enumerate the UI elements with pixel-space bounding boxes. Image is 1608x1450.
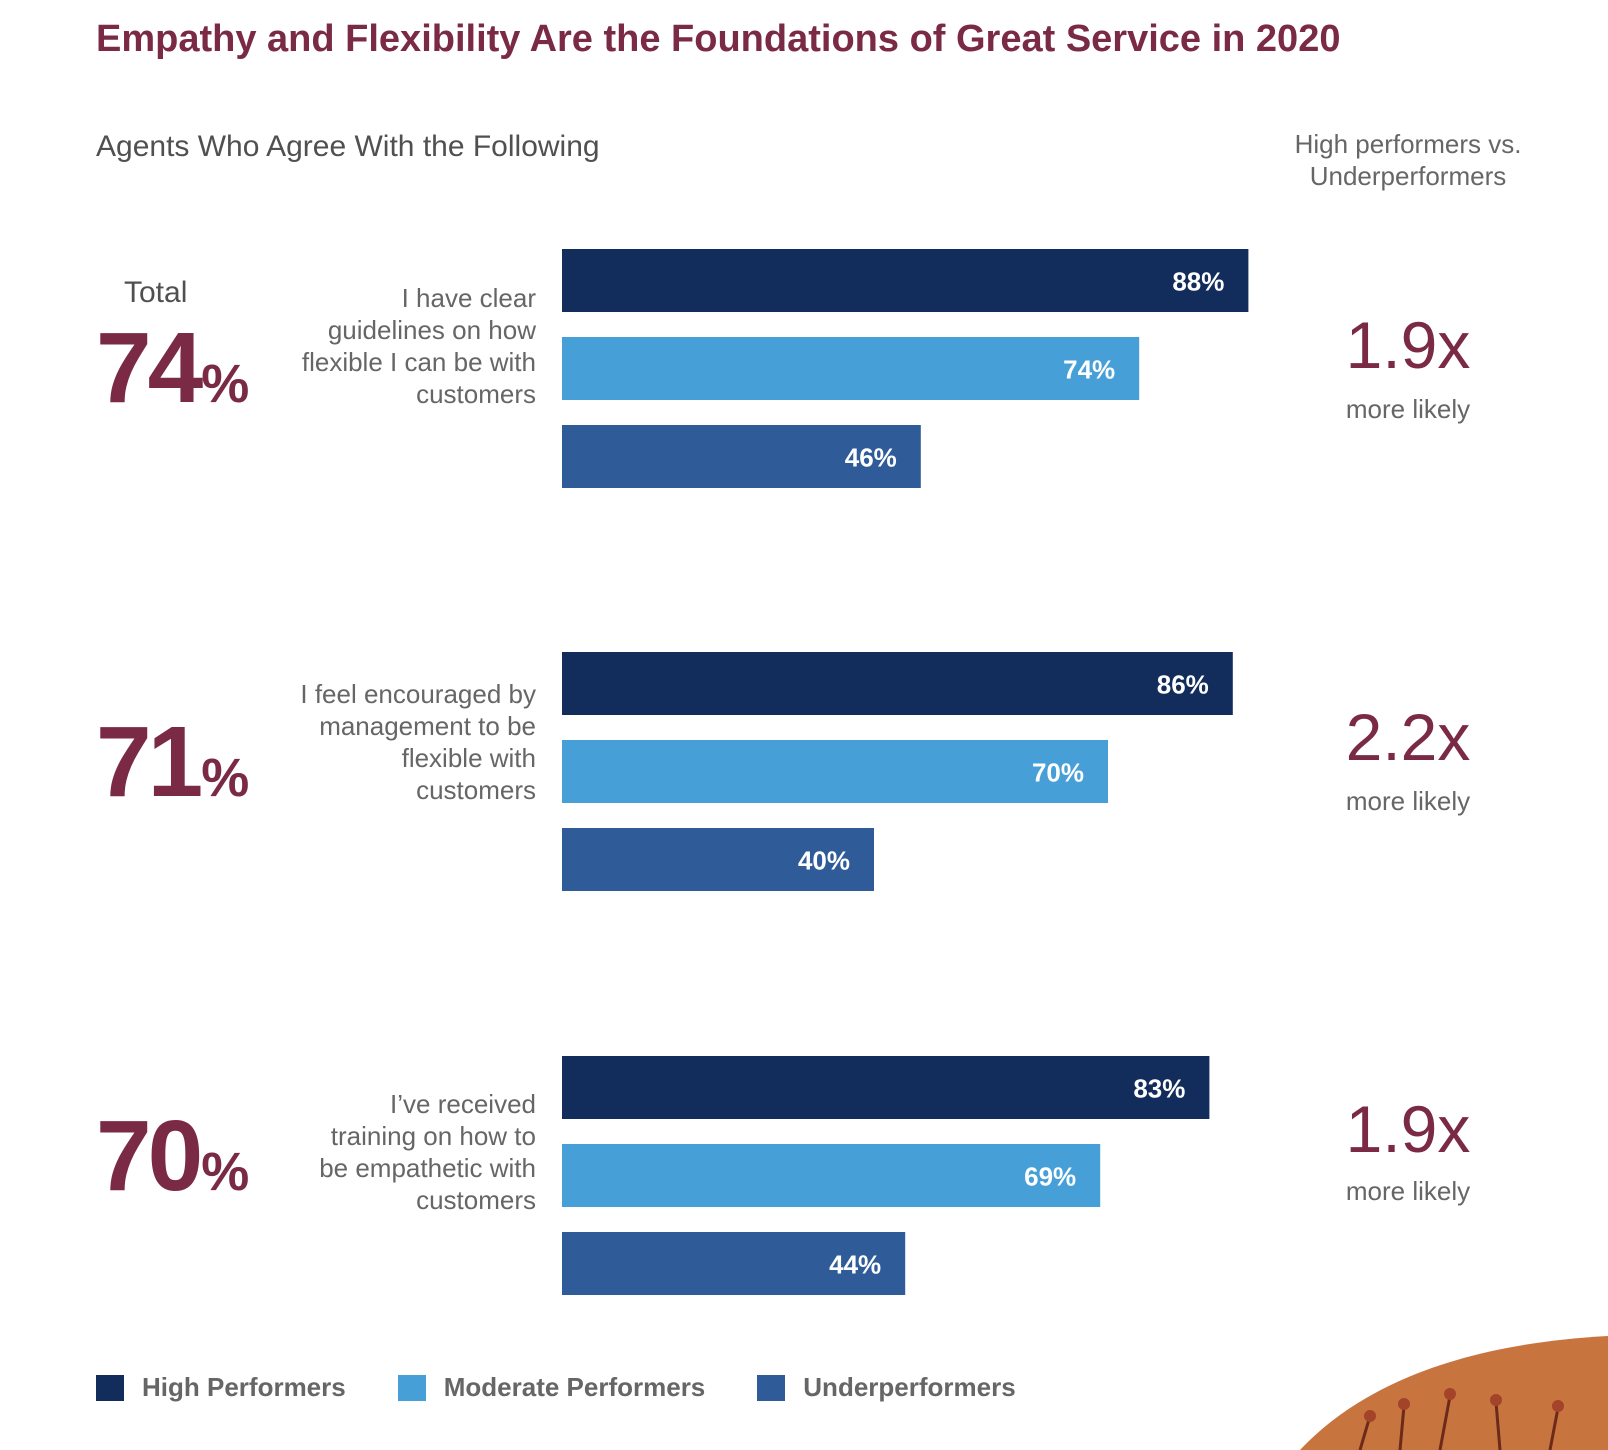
total-percent-2: 71%	[96, 712, 356, 812]
bar-moderate-2	[562, 740, 1108, 803]
total-percent-value: 70	[96, 1100, 203, 1212]
legend-label-high: High Performers	[142, 1372, 346, 1402]
ratio-value-2: 2.2x	[1345, 700, 1471, 774]
legend-swatch-moderate	[397, 1374, 426, 1401]
bar-label-moderate-1: 74%	[1063, 355, 1115, 385]
total-percent-value: 71	[96, 706, 203, 818]
legend-label-moderate: Moderate Performers	[443, 1372, 706, 1402]
bar-moderate-1	[562, 337, 1140, 400]
bar-label-high-1: 88%	[1172, 267, 1224, 297]
ratio-value-1: 1.9x	[1345, 308, 1471, 382]
legend-item-moderate: Moderate Performers	[397, 1372, 706, 1403]
total-percent-sign: %	[201, 748, 250, 808]
bar-label-high-3: 83%	[1133, 1074, 1185, 1104]
chart-title: Empathy and Flexibility Are the Foundati…	[96, 18, 1341, 60]
total-percent-value: 74	[96, 312, 203, 424]
ratio-caption-3: more likely	[1345, 1176, 1471, 1206]
bar-moderate-3	[562, 1144, 1101, 1207]
bar-under-3	[562, 1232, 906, 1295]
bar-label-moderate-2: 70%	[1032, 758, 1084, 788]
ratio-caption-2: more likely	[1345, 786, 1471, 816]
bar-label-high-2: 86%	[1157, 670, 1209, 700]
statement-3: I’ve received training on how to be empa…	[319, 1089, 536, 1215]
bar-label-moderate-3: 69%	[1024, 1162, 1076, 1192]
chart-subtitle: Agents Who Agree With the Following	[96, 130, 600, 163]
bar-high-2	[562, 652, 1233, 715]
bar-under-2	[562, 828, 874, 891]
legend-item-under: Underperformers	[757, 1372, 1016, 1403]
total-percent-1: 74%	[96, 318, 356, 418]
statement-2: I feel encouraged by management to be fl…	[300, 679, 536, 805]
comparison-heading: High performers vs. Underperformers	[1294, 129, 1522, 191]
legend-label-under: Underperformers	[803, 1372, 1016, 1402]
total-percent-3: 70%	[96, 1106, 356, 1206]
bar-label-under-1: 46%	[845, 443, 897, 473]
bar-high-3	[562, 1056, 1210, 1119]
legend-item-high: High Performers	[96, 1372, 346, 1403]
bar-label-under-3: 44%	[829, 1250, 881, 1280]
total-percent-sign: %	[201, 354, 250, 414]
legend: High Performers Moderate Performers Unde…	[96, 1372, 1068, 1403]
statement-1: I have clear guidelines on how flexible …	[301, 283, 536, 409]
total-percent-sign: %	[201, 1142, 250, 1202]
bar-label-under-2: 40%	[798, 846, 850, 876]
bar-under-1	[562, 425, 921, 488]
ratio-caption-1: more likely	[1345, 394, 1471, 424]
ratio-value-3: 1.9x	[1345, 1092, 1471, 1166]
legend-swatch-high	[96, 1374, 124, 1401]
bar-high-1	[562, 249, 1249, 312]
total-label: Total	[124, 276, 188, 309]
legend-swatch-under	[757, 1374, 786, 1401]
decorative-hill-illustration	[1300, 1336, 1608, 1450]
